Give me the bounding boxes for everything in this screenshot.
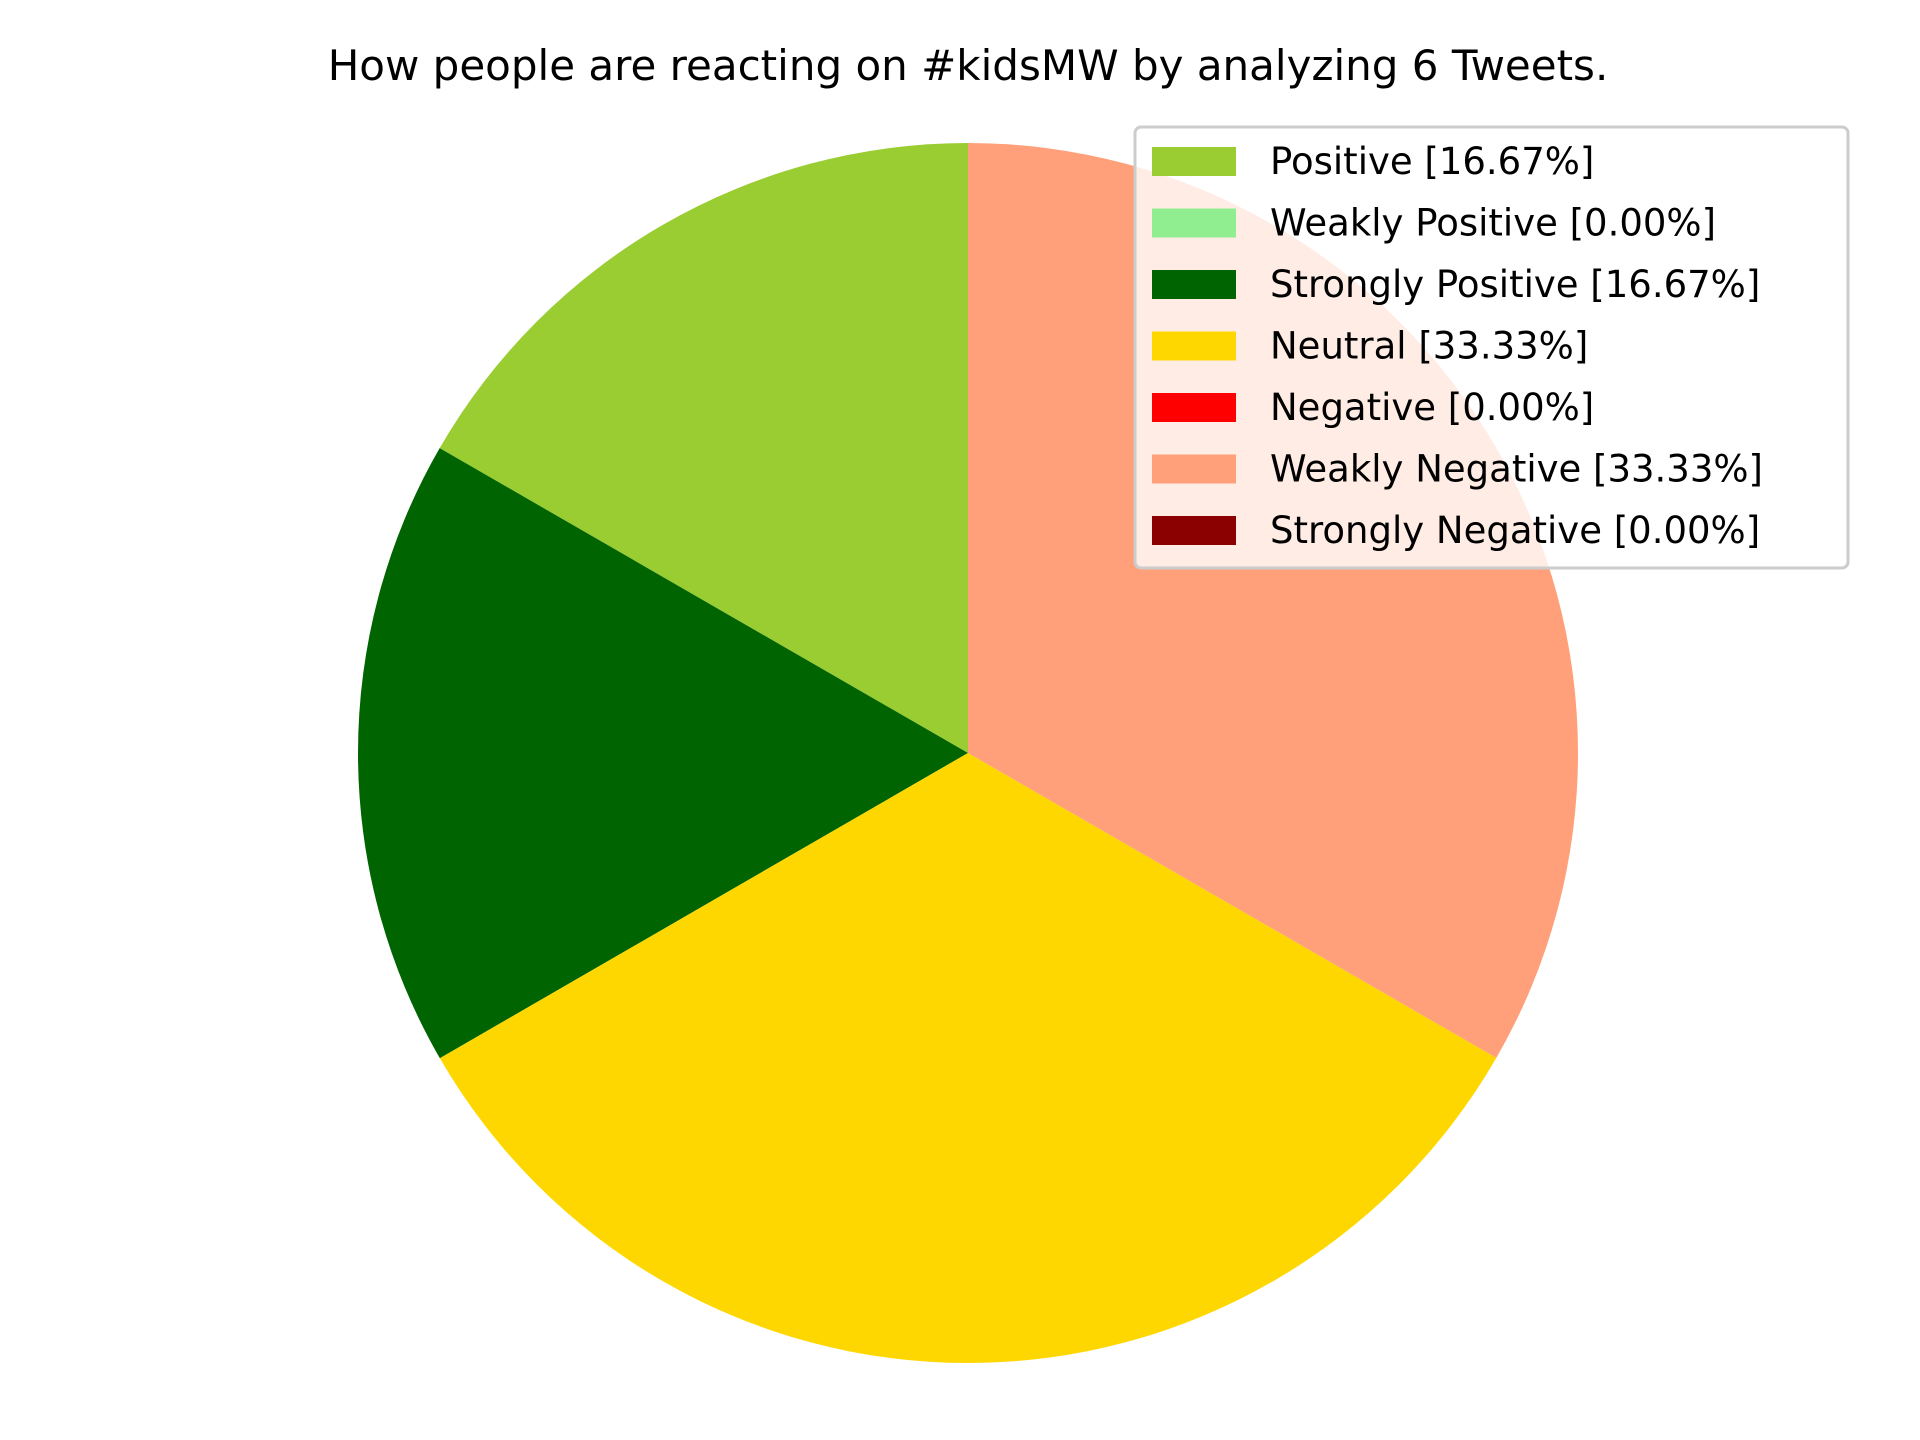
legend-swatch-neutral [1152,331,1236,361]
legend-items: Positive [16.67%] Weakly Positive [0.00%]… [1152,140,1763,552]
legend-swatch-strongly-negative [1152,516,1236,545]
legend-label-positive: Positive [16.67%] [1270,140,1594,183]
legend-frame [1133,125,1850,570]
legend: Positive [16.67%] Weakly Positive [0.00%]… [1133,125,1850,570]
legend-label-strongly-positive: Strongly Positive [16.67%] [1270,263,1760,306]
legend-swatch-negative [1152,393,1236,422]
chart-title: How people are reacting on #kidsMW by an… [328,41,1609,90]
pie-slice-neutral [439,753,1497,1364]
legend-label-strongly-negative: Strongly Negative [0.00%] [1270,509,1760,552]
legend-label-weakly-positive: Weakly Positive [0.00%] [1270,202,1716,245]
legend-label-negative: Negative [0.00%] [1270,386,1594,429]
legend-label-weakly-negative: Weakly Negative [33.33%] [1270,448,1763,491]
legend-swatch-weakly-negative [1152,454,1236,484]
legend-swatch-positive [1152,147,1236,176]
pie-slice-positive [439,143,968,753]
legend-swatch-weakly-positive [1152,208,1236,238]
legend-swatch-strongly-positive [1152,270,1236,299]
pie-slice-strongly-positive [358,448,968,1059]
legend-label-neutral: Neutral [33.33%] [1270,325,1588,368]
